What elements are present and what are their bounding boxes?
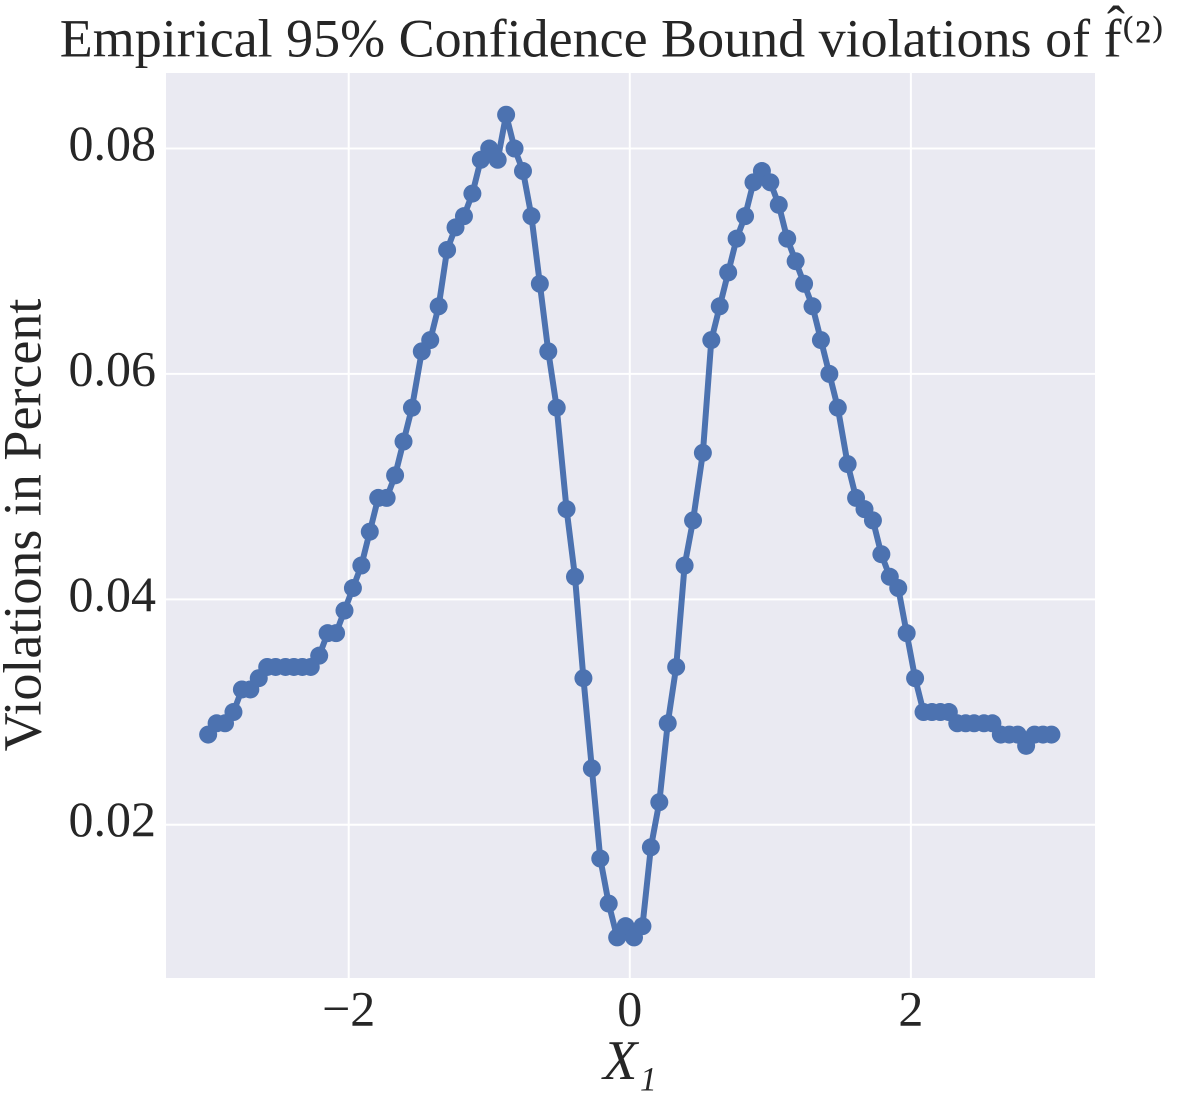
point [574, 669, 593, 688]
point [327, 624, 346, 643]
point [454, 207, 473, 226]
point [565, 567, 584, 586]
point [377, 488, 396, 507]
point [522, 207, 541, 226]
y-tick-label: 0.04 [69, 566, 157, 622]
point [530, 274, 549, 293]
point [633, 917, 652, 936]
point [828, 398, 847, 417]
point [352, 556, 371, 575]
x-tick-label: 0 [617, 980, 642, 1036]
y-axis-label: Violations in Percent [0, 299, 52, 752]
point [335, 601, 354, 620]
y-tick-label: 0.06 [69, 340, 157, 396]
point [224, 703, 243, 722]
point [421, 331, 440, 350]
x-tick-label: −2 [322, 980, 375, 1036]
point [684, 511, 703, 530]
point [803, 297, 822, 316]
point [702, 331, 721, 350]
point [557, 500, 576, 519]
point [872, 545, 891, 564]
point [897, 624, 916, 643]
point [786, 252, 805, 271]
point [820, 364, 839, 383]
point [667, 657, 686, 676]
point [539, 342, 558, 361]
point [863, 511, 882, 530]
point [838, 455, 857, 474]
point [513, 162, 532, 181]
point [719, 263, 738, 282]
x-tick-label: 2 [898, 980, 923, 1036]
point [650, 793, 669, 812]
point [778, 229, 797, 248]
point [360, 522, 379, 541]
point [505, 139, 524, 158]
point [438, 240, 457, 259]
y-tick-label: 0.02 [69, 791, 157, 847]
chart-title: Empirical 95% Confidence Bound violation… [60, 4, 1165, 68]
point [889, 579, 908, 598]
point [675, 556, 694, 575]
point [591, 849, 610, 868]
point [386, 466, 405, 485]
point [736, 207, 755, 226]
point [343, 579, 362, 598]
point [795, 274, 814, 293]
point [727, 229, 746, 248]
grid [166, 73, 1095, 978]
point [710, 297, 729, 316]
point [402, 398, 421, 417]
point [769, 195, 788, 214]
point [1042, 725, 1061, 744]
point [310, 646, 329, 665]
y-tick-label: 0.08 [69, 115, 157, 171]
point [547, 398, 566, 417]
point [599, 894, 618, 913]
point [906, 669, 925, 688]
point [693, 443, 712, 462]
point [429, 297, 448, 316]
point [641, 838, 660, 857]
point [394, 432, 413, 451]
x-axis-label: X₁ [601, 1030, 657, 1092]
point [761, 173, 780, 192]
point [811, 331, 830, 350]
point [658, 714, 677, 733]
point [497, 105, 516, 124]
marks [199, 105, 1061, 947]
point [582, 759, 601, 778]
point [488, 150, 507, 169]
point [463, 184, 482, 203]
